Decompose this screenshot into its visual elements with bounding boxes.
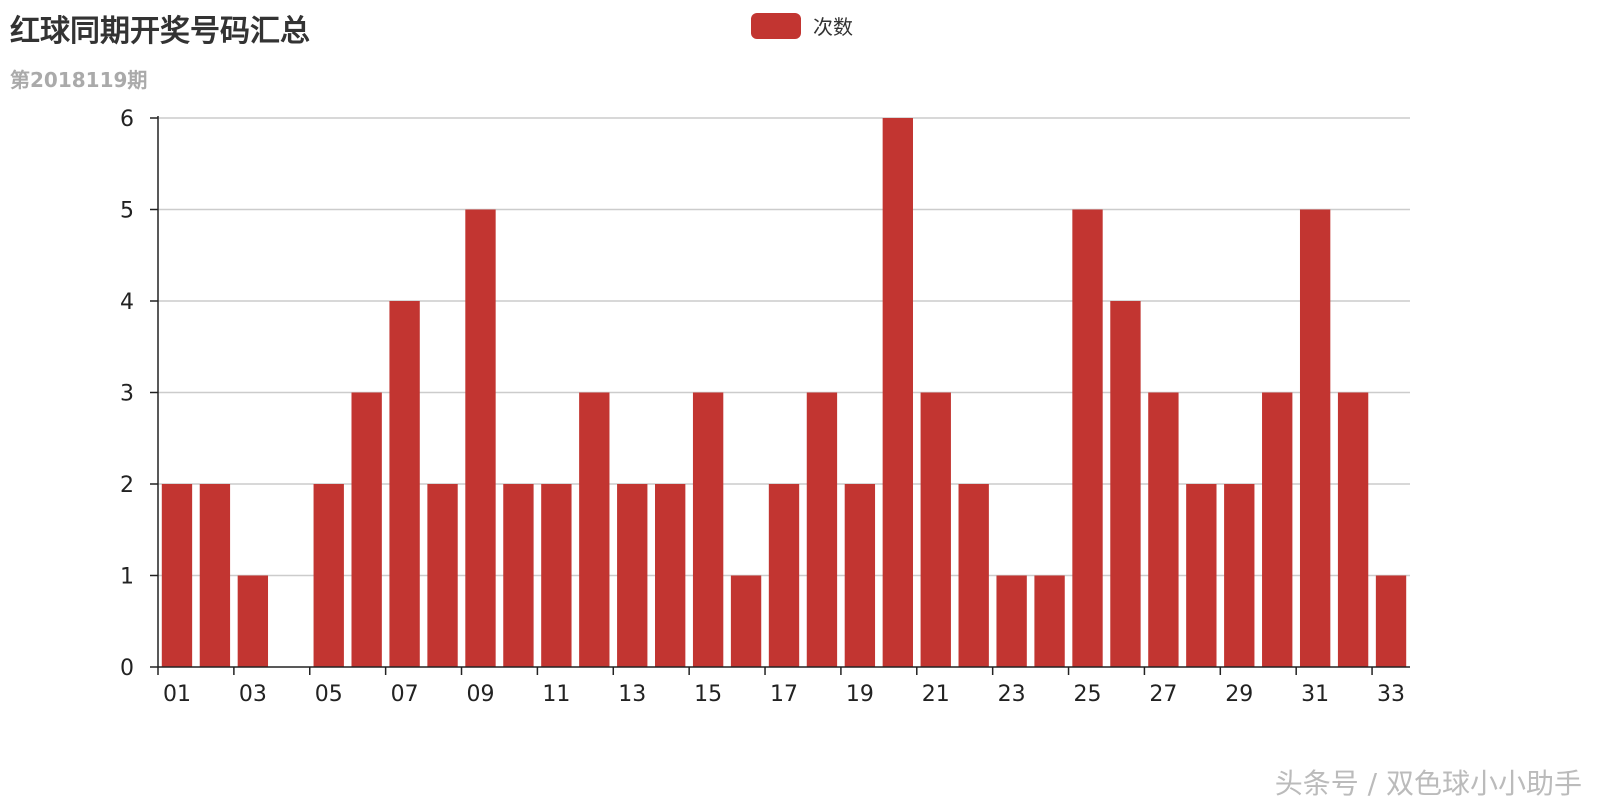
y-tick-label: 2 — [120, 473, 134, 498]
bar-31 — [1299, 209, 1331, 667]
legend-swatch — [751, 12, 801, 39]
x-tick-label: 21 — [922, 682, 950, 707]
bar-16 — [730, 575, 762, 667]
x-tick-label: 25 — [1074, 682, 1102, 707]
bar-03 — [237, 575, 269, 667]
x-tick-label: 31 — [1301, 682, 1329, 707]
bar-26 — [1110, 301, 1141, 667]
bar-24 — [1034, 575, 1065, 667]
bar-29 — [1224, 484, 1255, 667]
bar-25 — [1072, 209, 1103, 667]
bar-27 — [1148, 392, 1179, 667]
bar-17 — [768, 484, 800, 667]
y-tick-label: 1 — [120, 565, 134, 590]
x-tick-label: 19 — [846, 682, 874, 707]
watermark: 头条号 / 双色球小小助手 — [1274, 767, 1582, 800]
bar-12 — [579, 392, 610, 667]
bar-21 — [920, 392, 951, 667]
bar-08 — [427, 484, 458, 667]
x-tick-label: 17 — [770, 682, 798, 707]
bars — [161, 118, 1407, 667]
bar-30 — [1262, 392, 1293, 667]
bar-11 — [541, 484, 572, 667]
x-tick-label: 13 — [618, 682, 646, 707]
chart-subtitle: 第2018119期 — [10, 68, 148, 92]
x-tick-label: 01 — [163, 682, 191, 707]
y-tick-label: 4 — [120, 290, 134, 315]
y-tick-label: 0 — [120, 656, 134, 681]
x-tick-label: 09 — [466, 682, 494, 707]
x-tick-label: 15 — [694, 682, 722, 707]
x-tick-label: 29 — [1225, 682, 1253, 707]
bar-10 — [503, 484, 534, 667]
x-tick-label: 23 — [998, 682, 1026, 707]
y-tick-label: 6 — [120, 107, 134, 132]
bar-02 — [199, 484, 231, 667]
x-tick-label: 05 — [315, 682, 343, 707]
chart-title: 红球同期开奖号码汇总 — [10, 14, 310, 49]
bar-18 — [806, 392, 838, 667]
legend[interactable]: 次数 — [751, 11, 853, 40]
bar-19 — [844, 484, 876, 667]
x-tick-label: 27 — [1149, 682, 1177, 707]
bar-20 — [882, 118, 913, 667]
y-tick-label: 3 — [120, 382, 134, 407]
bar-33 — [1375, 575, 1407, 667]
bar-06 — [351, 392, 382, 667]
bar-15 — [692, 392, 724, 667]
x-tick-label: 07 — [391, 682, 419, 707]
bar-22 — [958, 484, 989, 667]
bar-13 — [617, 484, 648, 667]
bar-14 — [655, 484, 686, 667]
x-tick-label: 11 — [542, 682, 570, 707]
bar-32 — [1337, 392, 1369, 667]
bar-07 — [389, 301, 420, 667]
x-tick-label: 03 — [239, 682, 267, 707]
y-tick-label: 5 — [120, 199, 134, 224]
bar-23 — [996, 575, 1027, 667]
legend-label: 次数 — [813, 15, 853, 39]
bar-01 — [161, 484, 193, 667]
bar-28 — [1186, 484, 1217, 667]
x-tick-label: 33 — [1377, 682, 1405, 707]
bar-05 — [313, 484, 344, 667]
bar-09 — [465, 209, 496, 667]
